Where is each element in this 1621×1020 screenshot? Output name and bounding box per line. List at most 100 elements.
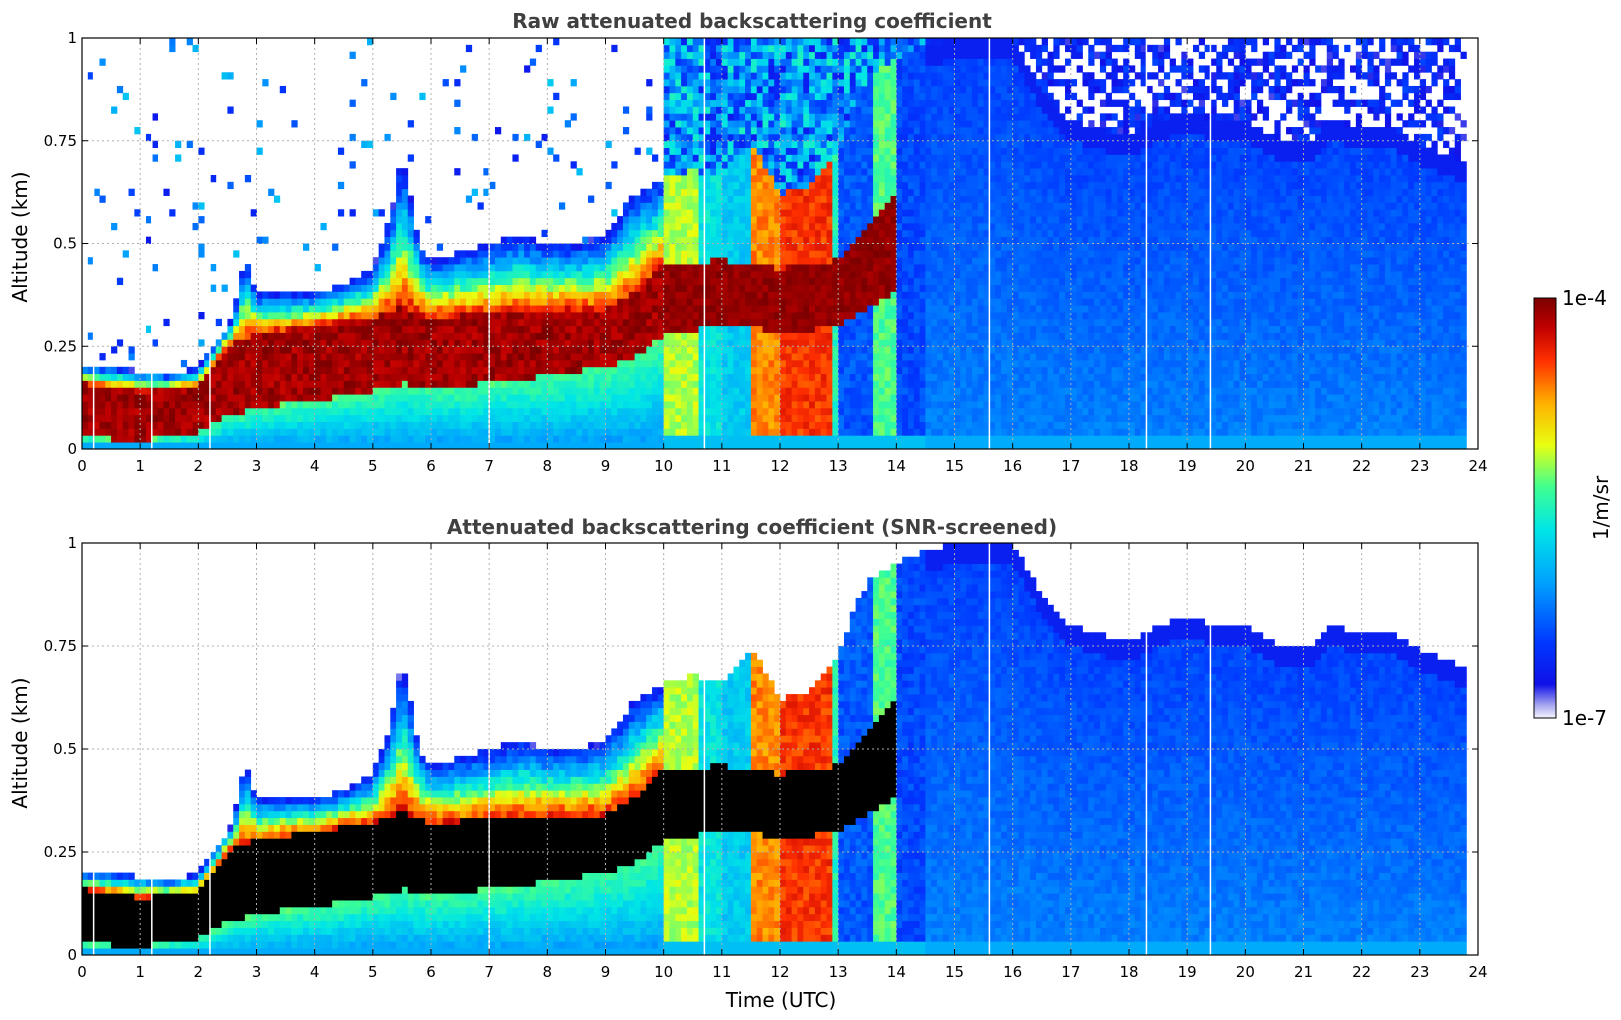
heatmap-cell	[814, 120, 822, 128]
heatmap-cell	[803, 38, 810, 46]
heatmap-cell	[401, 202, 409, 210]
heatmap-cell	[669, 209, 676, 217]
heatmap-cell	[396, 270, 403, 279]
heatmap-cell	[710, 209, 717, 217]
heatmap-cell	[204, 373, 211, 381]
heatmap-cell	[657, 428, 665, 436]
heatmap-cell	[134, 428, 141, 436]
heatmap-cell	[797, 181, 804, 190]
heatmap-cell	[442, 277, 449, 285]
heatmap-cell	[570, 353, 577, 361]
heatmap-cell	[99, 58, 106, 66]
heatmap-cell	[762, 394, 769, 402]
heatmap-cell	[692, 264, 699, 272]
heatmap-cell	[791, 318, 798, 327]
heatmap-cell	[634, 366, 641, 375]
heatmap-cell	[500, 277, 508, 285]
heatmap-cell	[663, 51, 670, 59]
heatmap-cell	[657, 222, 665, 231]
heatmap-cell	[849, 421, 857, 429]
heatmap-cell	[448, 414, 455, 422]
heatmap-cell	[733, 318, 740, 327]
heatmap-cell	[814, 318, 822, 327]
heatmap-cell	[145, 216, 153, 224]
heatmap-cell	[320, 359, 327, 368]
heatmap-cell	[721, 51, 729, 59]
heatmap-cell	[326, 353, 333, 361]
heatmap-cell	[780, 366, 787, 375]
heatmap-cell	[431, 332, 438, 340]
heatmap-cell	[675, 202, 682, 210]
heatmap-cell	[128, 366, 135, 375]
heatmap-cell	[337, 346, 345, 354]
heatmap-cell	[343, 346, 350, 354]
heatmap-cell	[372, 346, 380, 354]
heatmap-cell	[576, 366, 583, 375]
heatmap-cell	[745, 175, 752, 183]
heatmap-cell	[622, 250, 630, 258]
heatmap-cell	[756, 127, 763, 135]
heatmap-cell	[465, 264, 473, 272]
heatmap-cell	[547, 298, 554, 306]
heatmap-cell	[460, 270, 467, 279]
heatmap-cell	[582, 435, 589, 443]
heatmap-cell	[675, 58, 682, 66]
heatmap-cell	[634, 353, 641, 361]
heatmap-cell	[710, 414, 717, 422]
heatmap-cell	[582, 359, 589, 368]
heatmap-cell	[622, 209, 630, 217]
heatmap-cell	[169, 421, 176, 429]
heatmap-cell	[279, 435, 286, 443]
heatmap-cell	[820, 312, 827, 320]
heatmap-cell	[832, 58, 839, 66]
heatmap-cell	[273, 380, 281, 388]
heatmap-cell	[686, 257, 694, 265]
heatmap-cell	[547, 291, 554, 299]
heatmap-cell	[262, 339, 269, 347]
heatmap-cell	[99, 421, 106, 429]
heatmap-cell	[681, 339, 688, 347]
heatmap-cell	[413, 284, 420, 292]
heatmap-cell	[710, 216, 717, 224]
heatmap-cell	[413, 291, 420, 299]
heatmap-cell	[605, 243, 612, 251]
heatmap-cell	[460, 380, 467, 388]
heatmap-cell	[529, 346, 537, 354]
heatmap-cell	[780, 188, 787, 196]
heatmap-cell	[529, 401, 537, 409]
heatmap-cell	[704, 332, 711, 340]
heatmap-cell	[785, 346, 793, 354]
heatmap-cell	[745, 312, 752, 320]
heatmap-cell	[256, 373, 263, 381]
heatmap-cell	[564, 421, 571, 429]
heatmap-cell	[832, 72, 839, 80]
heatmap-cell	[145, 380, 153, 388]
heatmap-cell	[756, 359, 763, 368]
heatmap-cell	[617, 387, 624, 395]
heatmap-cell	[518, 243, 525, 251]
heatmap-cell	[803, 181, 810, 190]
heatmap-cell	[867, 154, 874, 162]
heatmap-cell	[436, 394, 444, 402]
heatmap-cell	[535, 325, 542, 333]
heatmap-cell	[739, 195, 746, 203]
heatmap-cell	[797, 92, 804, 101]
heatmap-cell	[454, 305, 461, 313]
heatmap-cell	[483, 318, 490, 327]
heatmap-cell	[355, 284, 362, 292]
heatmap-cell	[849, 120, 857, 128]
heatmap-cell	[349, 291, 356, 299]
heatmap-cell	[343, 366, 350, 375]
heatmap-cell	[268, 359, 275, 368]
heatmap-cell	[477, 346, 484, 354]
heatmap-cell	[273, 312, 281, 320]
heatmap-cell	[878, 38, 886, 46]
heatmap-cell	[524, 366, 531, 375]
heatmap-cell	[803, 346, 810, 354]
heatmap-cell	[663, 209, 670, 217]
heatmap-cell	[518, 353, 525, 361]
heatmap-cell	[716, 428, 723, 436]
heatmap-cell	[145, 325, 153, 333]
heatmap-cell	[297, 387, 304, 395]
heatmap-cell	[756, 407, 763, 416]
